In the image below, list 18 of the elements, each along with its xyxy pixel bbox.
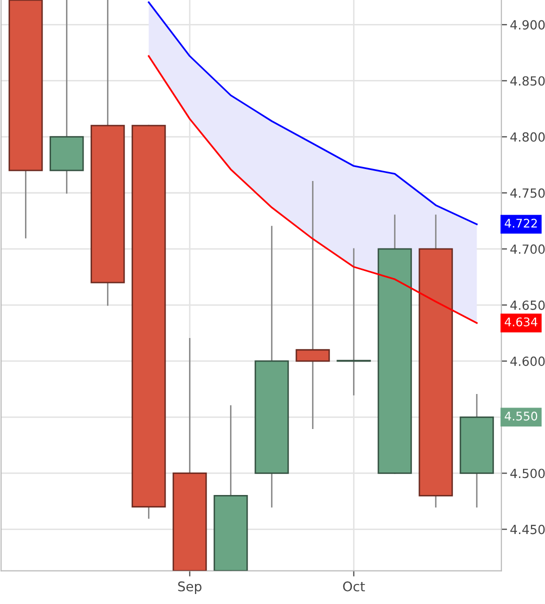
y-tick-label: 4.800: [510, 132, 545, 142]
y-tick-label: 4.500: [510, 468, 545, 478]
candlestick: [336, 248, 371, 396]
y-tick-label: 4.750: [510, 188, 545, 198]
y-tick-label: 4.700: [510, 244, 545, 254]
candlestick: [296, 180, 330, 430]
y-tick-label: 4.850: [510, 76, 545, 86]
y-tick-label: 4.900: [510, 20, 545, 30]
y-tick-label: 4.450: [510, 524, 545, 534]
line-series: [148, 55, 478, 324]
line-series: [148, 1, 478, 226]
text: 4.550: [504, 412, 538, 421]
y-tick-label: 4.600: [510, 356, 545, 366]
x-tick-label: Sep: [178, 581, 202, 594]
x-tick-label: Oct: [343, 581, 365, 592]
text: 4.634: [504, 317, 538, 326]
text: 4.722: [504, 218, 537, 228]
y-tick-label: 4.650: [510, 300, 545, 310]
